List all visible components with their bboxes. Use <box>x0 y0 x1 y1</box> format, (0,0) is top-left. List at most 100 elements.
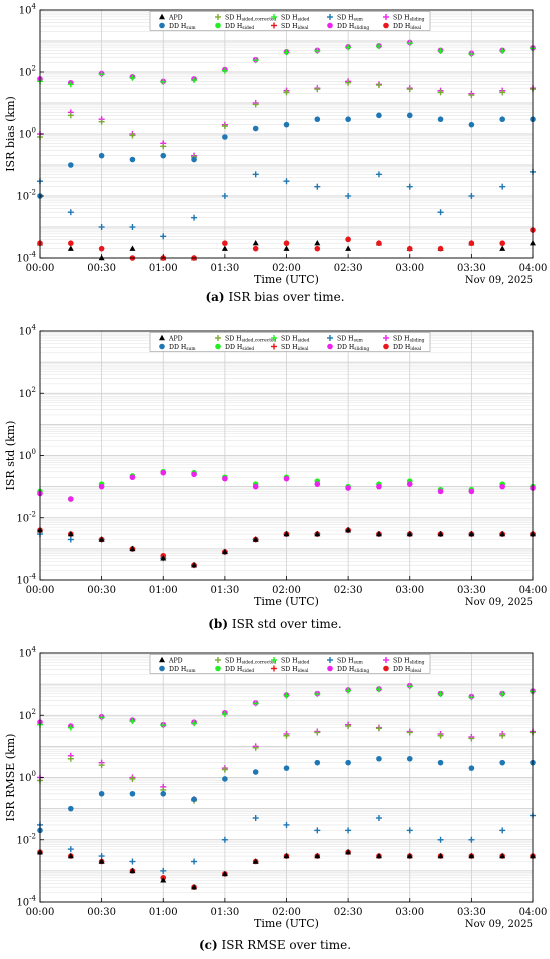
legend-entry: SD Hsum <box>327 657 364 666</box>
data-point <box>221 123 228 130</box>
data-point <box>406 852 413 859</box>
data-point <box>98 536 105 542</box>
y-tick-label: 102 <box>19 386 36 400</box>
data-point <box>345 723 352 730</box>
legend-entry: APD <box>159 13 183 22</box>
data-point <box>499 89 506 96</box>
x-tick-label: 02:00 <box>272 907 301 918</box>
data-point <box>222 776 228 782</box>
data-point <box>222 134 228 140</box>
data-point <box>252 240 259 246</box>
data-point <box>129 790 136 797</box>
x-tick-label: 00:30 <box>87 585 116 596</box>
data-point <box>98 483 105 490</box>
legend-entry: SD Hsliding <box>383 657 425 666</box>
x-tick-label: 01:30 <box>210 263 239 274</box>
legend-label: SD Hsided <box>281 336 310 344</box>
caption-letter: (b) <box>208 617 228 631</box>
data-point <box>98 714 105 721</box>
grid <box>39 9 534 259</box>
data-point <box>499 732 506 739</box>
data-point <box>345 485 351 491</box>
data-point <box>345 759 351 766</box>
data-point <box>314 827 321 834</box>
data-point <box>499 245 506 251</box>
legend-marker <box>215 657 221 663</box>
data-point <box>160 78 167 85</box>
data-point <box>191 561 198 568</box>
data-point <box>252 125 259 132</box>
data-point <box>283 89 290 96</box>
legend: APD SD Hsided,corrected SD Hsided SD Hsum SD… <box>149 654 431 674</box>
x-tick-label: 04:00 <box>519 585 548 596</box>
data-point <box>98 224 105 230</box>
data-point <box>67 724 74 731</box>
legend-marker <box>159 22 165 29</box>
legend-label: DD Hsliding <box>337 666 369 674</box>
data-point <box>345 526 352 533</box>
data-point <box>375 686 382 693</box>
y-axis-label: ISR bias (km) <box>4 96 17 172</box>
data-point <box>67 536 74 543</box>
legend-entry: DD Hsided <box>215 22 254 31</box>
data-point <box>499 759 505 766</box>
legend-entry: DD Hsided <box>215 665 254 674</box>
x-tick-label: 02:30 <box>334 585 363 596</box>
legend-label: DD Hsided <box>225 344 254 352</box>
legend-marker <box>215 335 221 341</box>
data-point <box>221 67 228 74</box>
legend-label: SD Hideal <box>281 23 309 31</box>
legend-label: DD Hsided <box>225 23 254 31</box>
data-point <box>406 755 413 762</box>
x-tick-label: 03:30 <box>457 263 486 274</box>
data-point <box>345 193 352 199</box>
legend-entry: DD Hsliding <box>327 343 369 352</box>
data-point <box>406 530 413 537</box>
legend-marker <box>271 343 277 350</box>
data-point <box>160 867 167 874</box>
data-point <box>221 193 228 199</box>
data-point <box>437 89 444 96</box>
data-point <box>67 846 74 853</box>
legend-label: SD Hsliding <box>393 658 425 666</box>
y-axis: 104 102 100 10-2 10-4 <box>16 646 44 909</box>
legend-entry: SD Hsum <box>327 14 364 23</box>
panel-rmse: 104 102 100 10-2 10-4 ISR RMSE (km) 00:00 00:30… <box>4 646 547 931</box>
legend-marker <box>271 657 277 663</box>
x-axis-label: Time (UTC) <box>254 273 319 286</box>
series-dd-h-sum <box>37 755 536 834</box>
data-point <box>406 86 413 93</box>
legend-label: APD <box>168 15 183 22</box>
data-point <box>376 112 382 119</box>
data-point <box>314 47 321 54</box>
x-axis: 00:00 00:30 01:00 01:30 02:00 02:30 03:00 03:30… <box>26 576 548 596</box>
x-axis: 00:00 00:30 01:00 01:30 02:00 02:30 03:00 03:30… <box>26 254 547 274</box>
data-point <box>191 156 197 163</box>
data-point <box>252 245 259 252</box>
legend-marker <box>383 14 389 20</box>
data-point <box>437 488 444 495</box>
legend-marker <box>383 335 389 341</box>
legend-label: SD Hsliding <box>393 15 425 23</box>
data-point <box>314 481 321 487</box>
x-tick-label: 01:30 <box>210 585 239 596</box>
data-point <box>160 233 167 240</box>
x-tick-label: 02:00 <box>272 585 301 596</box>
legend-entry: APD <box>159 334 183 343</box>
y-tick-label: 10-4 <box>16 251 36 265</box>
legend-label: SD Hsum <box>337 336 364 344</box>
legend-label: SD Hsided,corrected <box>225 658 277 666</box>
legend-marker <box>327 22 333 29</box>
data-point <box>345 245 352 251</box>
data-point <box>499 827 506 834</box>
data-point <box>314 530 321 537</box>
data-point <box>252 101 259 108</box>
data-point <box>67 852 74 859</box>
legend-marker <box>383 665 389 672</box>
y-axis: 104 102 100 10-2 10-4 <box>16 3 44 265</box>
data-point <box>376 755 382 762</box>
legend-label: DD Hsum <box>169 23 196 31</box>
legend-label: DD Hsum <box>169 666 196 674</box>
legend-marker <box>215 343 221 350</box>
